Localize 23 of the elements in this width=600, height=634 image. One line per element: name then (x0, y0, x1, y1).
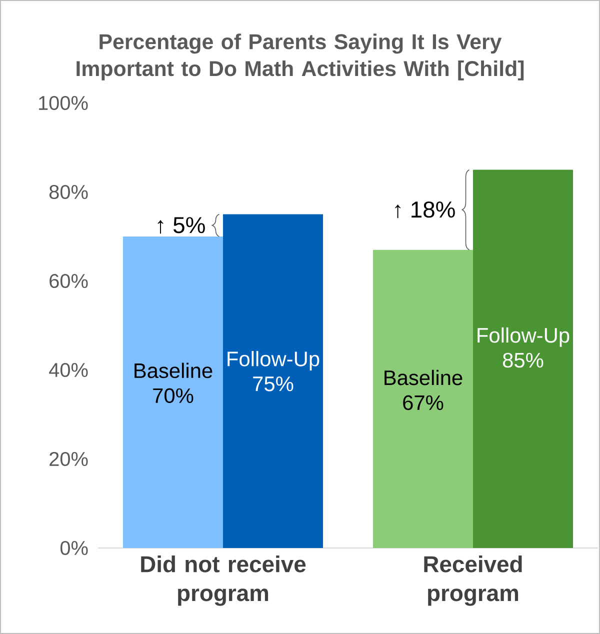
annotation: ↑ 5% (158, 217, 205, 234)
y-tick-label: 80% (49, 184, 88, 200)
x-tick-label: Did not receive program (141, 556, 306, 606)
annotation: ↑ 18% (395, 201, 455, 218)
bar (123, 236, 223, 548)
y-tick-label: 100% (39, 96, 88, 110)
y-tick-label: 40% (49, 362, 88, 378)
data-label: 75% (253, 376, 294, 392)
bar (223, 214, 323, 548)
data-label: 67% (403, 395, 444, 410)
x-tick-label: Received program (424, 556, 522, 606)
data-label: 85% (502, 352, 544, 368)
bar (473, 170, 573, 548)
y-tick-label: 60% (50, 274, 88, 288)
text: Follow-Up (478, 327, 570, 347)
text: Baseline (384, 370, 462, 386)
series-label: Follow-Up (228, 350, 320, 370)
bar (373, 250, 473, 548)
data-label: 70% (153, 388, 194, 404)
y-tick-label: 0% (60, 540, 88, 556)
chart-title: Percentage of Parents Saying It Is Very Important to Do Math Activities With [Child] (76, 34, 524, 80)
series-label: Baseline (134, 362, 212, 378)
y-tick-label: 20% (50, 452, 88, 466)
